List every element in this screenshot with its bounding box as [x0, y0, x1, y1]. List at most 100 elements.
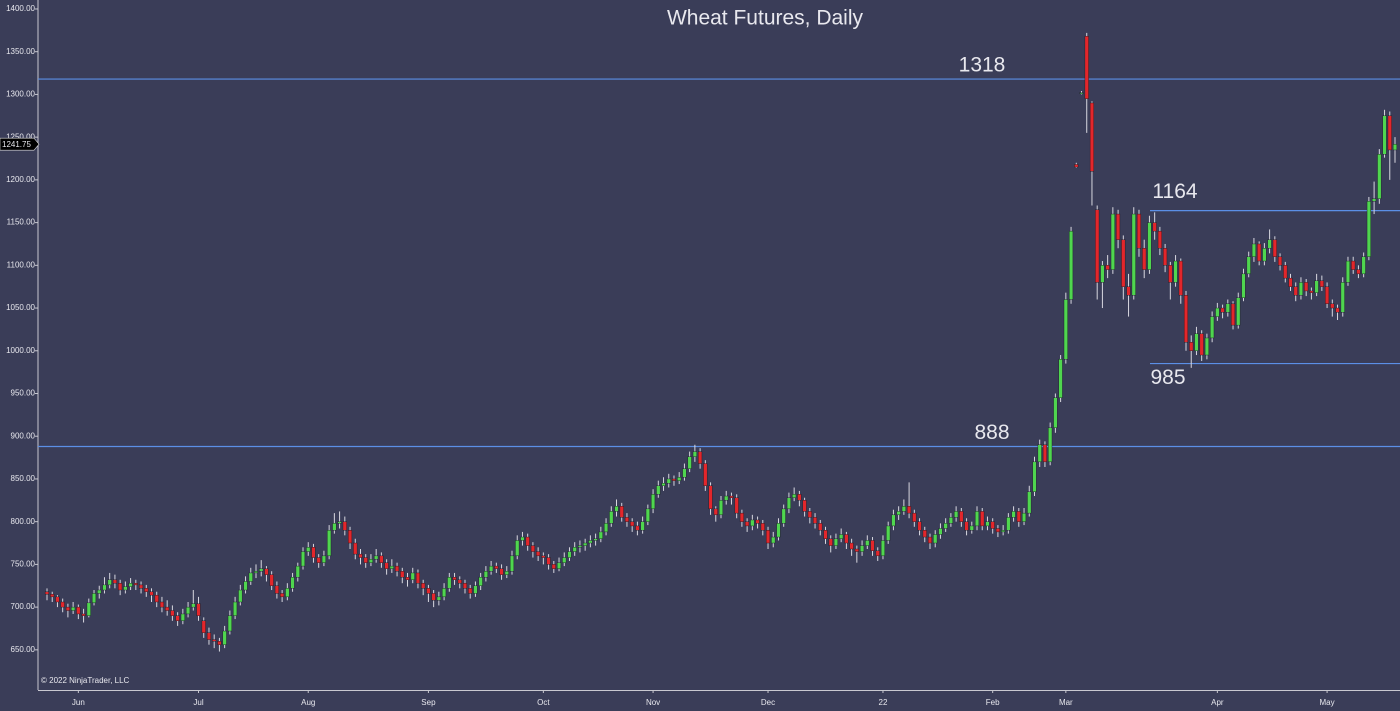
candle-body — [1325, 286, 1330, 304]
candle-body — [651, 494, 656, 510]
candle-body — [1267, 239, 1272, 249]
candle-body — [384, 562, 389, 569]
candle-body — [212, 639, 217, 642]
candle-body — [1053, 397, 1058, 428]
candle-body — [1351, 260, 1356, 270]
candle-body — [1147, 222, 1152, 270]
candle-body — [285, 588, 290, 598]
candle-body — [980, 511, 985, 527]
candle-body — [1063, 299, 1068, 360]
candle-body — [588, 540, 593, 544]
candle-body — [170, 610, 175, 616]
candle-body — [854, 548, 859, 552]
candle-body — [933, 534, 938, 544]
copyright: © 2022 NinjaTrader, LLC — [41, 676, 130, 685]
candle-body — [238, 589, 243, 603]
y-tick-label: 650.00 — [11, 645, 36, 654]
candle-body — [797, 494, 802, 501]
candle-body — [635, 525, 640, 531]
candle-body — [1262, 248, 1267, 262]
candle-body — [562, 557, 567, 563]
candle-body — [969, 525, 974, 531]
candle-body — [583, 542, 588, 546]
candle-body — [536, 551, 541, 557]
candle-body — [337, 521, 342, 524]
candle-body — [86, 602, 91, 616]
x-tick-label: Aug — [301, 698, 315, 707]
candle-body — [379, 555, 384, 563]
candle-body — [1001, 530, 1006, 533]
candle-body — [206, 632, 211, 640]
candle-body — [713, 508, 718, 516]
candle-body — [1126, 286, 1131, 296]
candle-body — [353, 542, 358, 555]
candle-body — [823, 530, 828, 539]
candle-body — [974, 511, 980, 527]
candle-body — [348, 530, 353, 544]
candle-body — [619, 506, 624, 518]
candle-body — [818, 523, 823, 531]
candle-body — [1293, 286, 1298, 296]
candle-body — [776, 523, 781, 538]
last-price-box — [0, 137, 40, 151]
x-tick-label: Jul — [193, 698, 203, 707]
candle-body — [107, 579, 112, 586]
candle-body — [436, 596, 441, 601]
candle-body — [1084, 36, 1089, 99]
candle-body — [1042, 444, 1047, 463]
candle-body — [865, 540, 870, 546]
candle-body — [421, 582, 426, 589]
candle-body — [567, 551, 572, 558]
candle-body — [907, 506, 912, 514]
candle-body — [901, 506, 906, 512]
candle-body — [959, 511, 964, 522]
candle-body — [1006, 517, 1011, 531]
y-tick-label: 850.00 — [11, 474, 36, 483]
y-tick-label: 1300.00 — [6, 90, 35, 99]
candle-body — [1340, 282, 1345, 313]
candle-body — [280, 593, 285, 598]
candle-body — [499, 568, 504, 575]
candle-body — [123, 586, 128, 591]
candle-body — [745, 521, 750, 527]
candle-body — [1298, 282, 1303, 296]
candle-body — [985, 521, 990, 527]
candle-body — [321, 555, 326, 563]
candle-body — [687, 456, 692, 469]
candle-body — [1356, 269, 1361, 275]
candle-body — [175, 615, 180, 621]
candle-body — [833, 538, 838, 546]
candle-body — [447, 577, 452, 589]
candle-body — [1335, 307, 1340, 313]
candle-body — [1199, 333, 1204, 356]
x-tick-label: Dec — [761, 698, 775, 707]
candle-body — [395, 565, 400, 572]
candle-body — [457, 579, 462, 584]
x-tick-label: Apr — [1211, 698, 1224, 707]
candle-body — [1069, 230, 1074, 300]
x-tick-label: Mar — [1059, 698, 1073, 707]
candle-body — [849, 542, 854, 550]
candle-body — [191, 603, 196, 608]
candle-body — [645, 508, 650, 522]
y-tick-label: 1150.00 — [7, 218, 36, 227]
candle-body — [186, 606, 191, 615]
candle-body — [133, 582, 138, 586]
candle-body — [1225, 303, 1230, 313]
candle-body — [666, 478, 671, 484]
candle-body — [222, 630, 227, 645]
candle-body — [912, 512, 917, 522]
candle-body — [1372, 198, 1377, 202]
candle-body — [1220, 307, 1225, 313]
candle-body — [1110, 213, 1115, 270]
y-tick-label: 800.00 — [11, 517, 36, 526]
candle-body — [504, 571, 509, 575]
candle-body — [677, 477, 682, 481]
candle-body — [1314, 280, 1319, 293]
candle-body — [692, 451, 697, 457]
candle-body — [1382, 115, 1387, 155]
candle-body — [76, 606, 81, 615]
candle-body — [624, 517, 629, 522]
candle-body — [1100, 265, 1105, 283]
y-tick-label: 1000.00 — [6, 346, 35, 355]
